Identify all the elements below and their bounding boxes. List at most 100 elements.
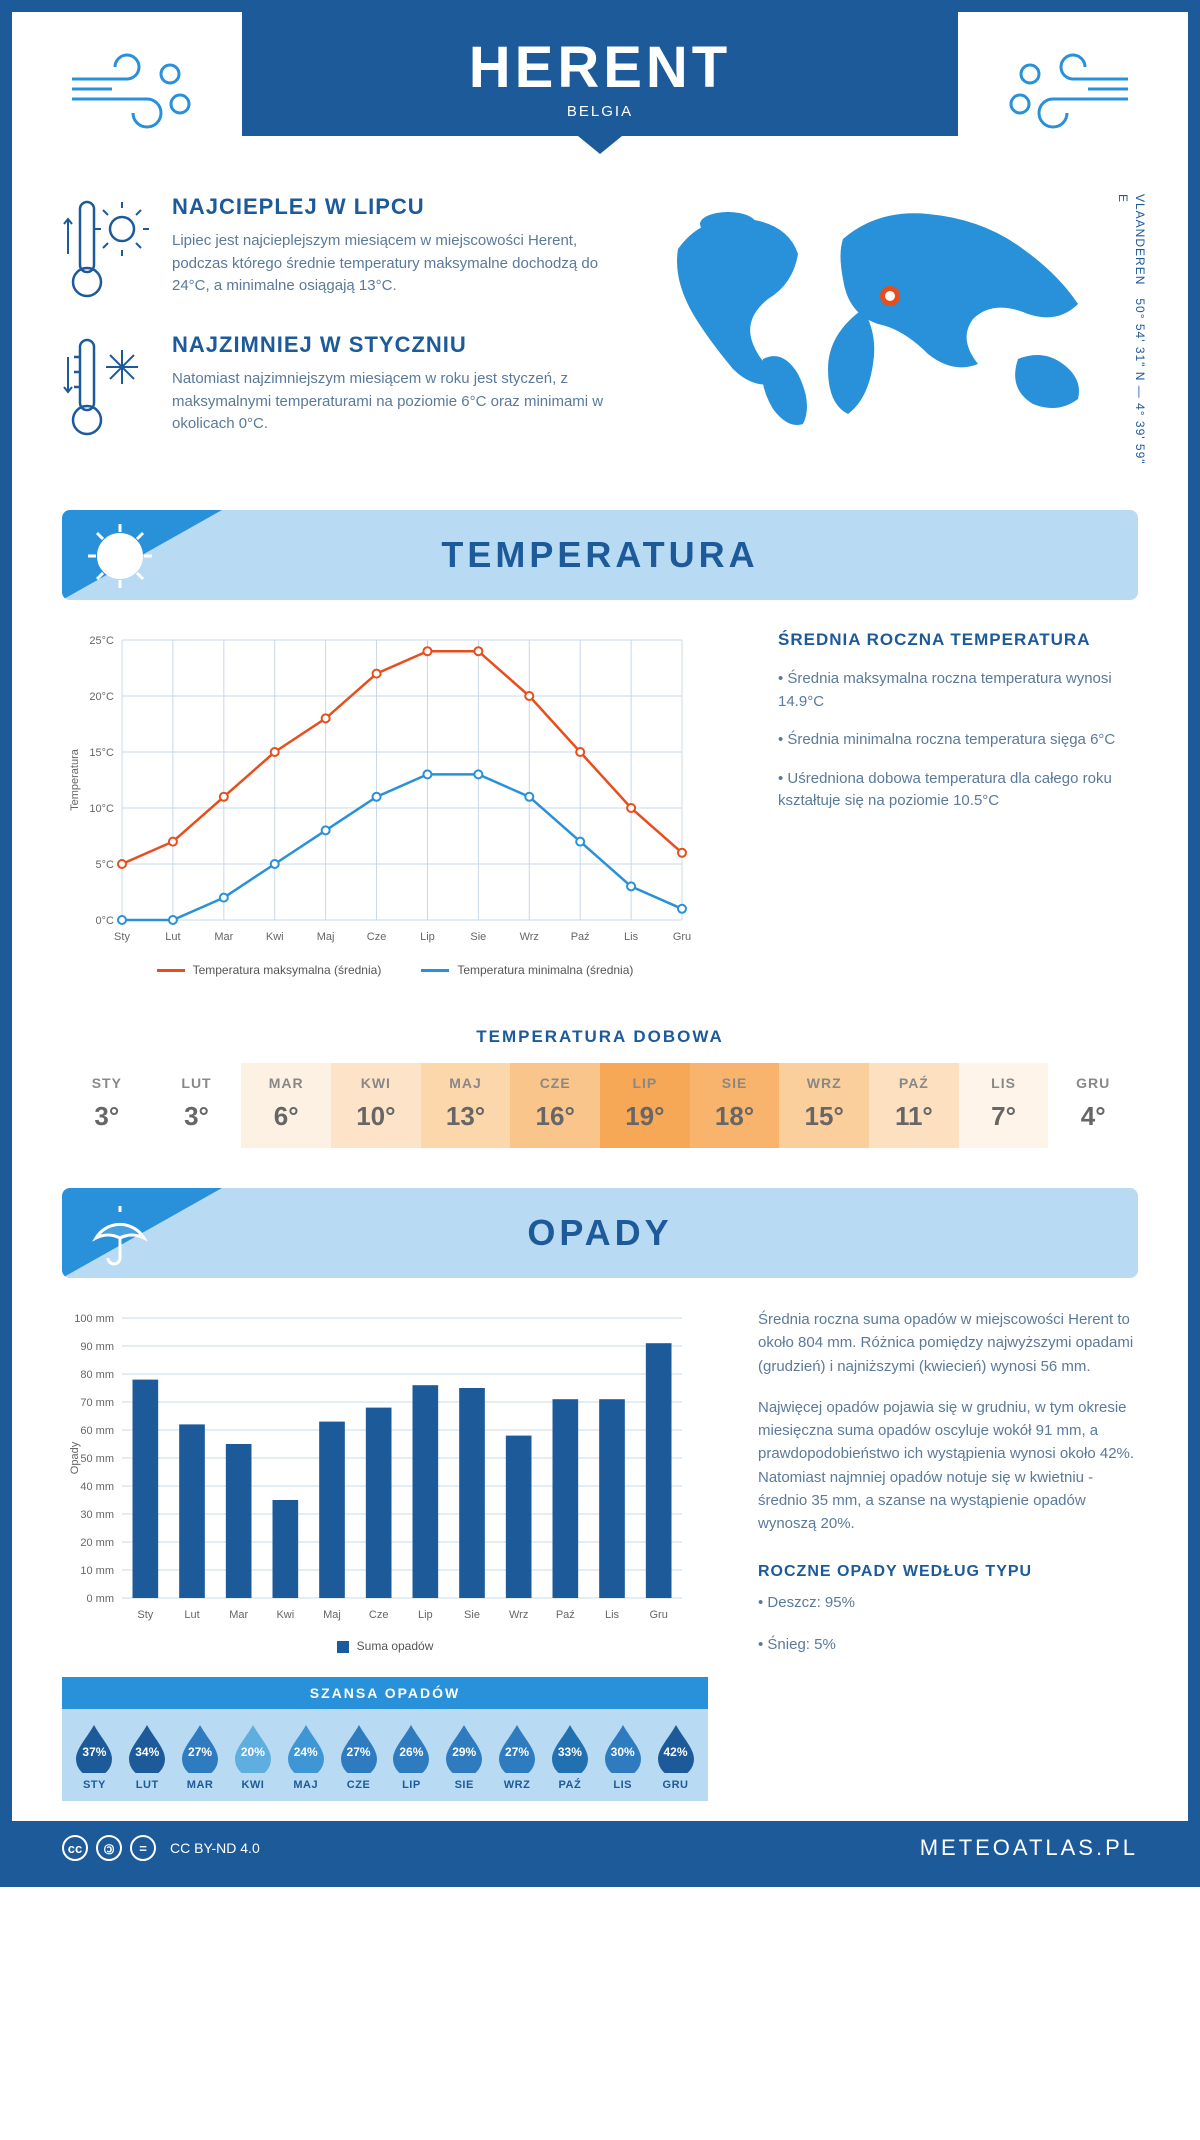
daily-temp-cell: MAR6° <box>241 1063 331 1148</box>
precipitation-aside: Średnia roczna suma opadów w miejscowośc… <box>758 1308 1138 1801</box>
svg-text:20 mm: 20 mm <box>80 1537 114 1549</box>
wind-icon-right <box>998 44 1138 144</box>
daily-temp-cell: KWI10° <box>331 1063 421 1148</box>
cc-icon: cc <box>62 1835 88 1861</box>
daily-temp-cell: MAJ13° <box>421 1063 511 1148</box>
precipitation-legend: Suma opadów <box>62 1639 708 1653</box>
svg-text:90 mm: 90 mm <box>80 1341 114 1353</box>
daily-temp-cell: LUT3° <box>152 1063 242 1148</box>
svg-text:Sty: Sty <box>114 931 130 943</box>
svg-text:50 mm: 50 mm <box>80 1453 114 1465</box>
svg-text:Paź: Paź <box>571 931 590 943</box>
svg-text:60 mm: 60 mm <box>80 1425 114 1437</box>
temperature-header: TEMPERATURA <box>62 510 1138 600</box>
daily-temp-cell: PAŹ11° <box>869 1063 959 1148</box>
warmest-fact: NAJCIEPLEJ W LIPCU Lipiec jest najcieple… <box>62 194 618 304</box>
daily-temp-cell: WRZ15° <box>779 1063 869 1148</box>
chance-cell: 26%LIP <box>385 1723 438 1791</box>
warmest-text: Lipiec jest najcieplejszym miesiącem w m… <box>172 230 618 298</box>
daily-temp-cell: SIE18° <box>690 1063 780 1148</box>
svg-text:Sie: Sie <box>464 1609 480 1621</box>
svg-text:Gru: Gru <box>649 1609 667 1621</box>
svg-text:Temperatura: Temperatura <box>69 748 81 811</box>
sun-icon <box>84 520 156 592</box>
coldest-fact: NAJZIMNIEJ W STYCZNIU Natomiast najzimni… <box>62 332 618 442</box>
chance-cell: 24%MAJ <box>279 1723 332 1791</box>
daily-temperature-table: TEMPERATURA DOBOWA STY3°LUT3°MAR6°KWI10°… <box>62 1027 1138 1148</box>
chance-cell: 37%STY <box>68 1723 121 1791</box>
svg-text:Sie: Sie <box>470 931 486 943</box>
cc-icons: cc 🄯 = <box>62 1835 156 1861</box>
svg-text:20°C: 20°C <box>89 691 114 703</box>
svg-text:Maj: Maj <box>317 931 335 943</box>
svg-text:Gru: Gru <box>673 931 691 943</box>
chance-cell: 33%PAŹ <box>543 1723 596 1791</box>
daily-temp-cell: GRU4° <box>1048 1063 1138 1148</box>
svg-text:Mar: Mar <box>229 1609 248 1621</box>
temperature-annual-aside: ŚREDNIA ROCZNA TEMPERATURA • Średnia mak… <box>778 630 1138 977</box>
by-icon: 🄯 <box>96 1835 122 1861</box>
footer: cc 🄯 = CC BY-ND 4.0 METEOATLAS.PL <box>12 1821 1188 1875</box>
chance-cell: 27%CZE <box>332 1723 385 1791</box>
svg-text:Lis: Lis <box>605 1609 620 1621</box>
chance-cell: 42%GRU <box>649 1723 702 1791</box>
svg-text:Lis: Lis <box>624 931 639 943</box>
precipitation-chance-table: SZANSA OPADÓW 37%STY34%LUT27%MAR20%KWI24… <box>62 1677 708 1801</box>
svg-text:80 mm: 80 mm <box>80 1369 114 1381</box>
temperature-legend: Temperatura maksymalna (średnia) Tempera… <box>62 963 728 977</box>
svg-text:Wrz: Wrz <box>520 931 539 943</box>
svg-text:0°C: 0°C <box>96 915 115 927</box>
intro-section: NAJCIEPLEJ W LIPCU Lipiec jest najcieple… <box>12 164 1188 500</box>
thermometer-hot-icon <box>62 194 152 304</box>
svg-text:Lip: Lip <box>418 1609 433 1621</box>
precipitation-title: OPADY <box>62 1212 1138 1254</box>
daily-temp-cell: LIP19° <box>600 1063 690 1148</box>
svg-text:Maj: Maj <box>323 1609 341 1621</box>
temperature-title: TEMPERATURA <box>62 534 1138 576</box>
svg-text:30 mm: 30 mm <box>80 1509 114 1521</box>
svg-text:0 mm: 0 mm <box>87 1593 115 1605</box>
svg-text:Mar: Mar <box>214 931 233 943</box>
svg-text:Wrz: Wrz <box>509 1609 528 1621</box>
chance-cell: 29%SIE <box>438 1723 491 1791</box>
svg-text:15°C: 15°C <box>89 747 114 759</box>
chance-cell: 34%LUT <box>121 1723 174 1791</box>
umbrella-icon <box>84 1198 156 1270</box>
coldest-text: Natomiast najzimniejszym miesiącem w rok… <box>172 368 618 436</box>
brand-label: METEOATLAS.PL <box>920 1835 1138 1861</box>
precipitation-header: OPADY <box>62 1188 1138 1278</box>
chance-cell: 30%LIS <box>596 1723 649 1791</box>
location-marker-icon <box>880 286 900 306</box>
precipitation-bar-chart: 0 mm10 mm20 mm30 mm40 mm50 mm60 mm70 mm8… <box>62 1308 708 1653</box>
world-map-icon <box>648 194 1108 434</box>
svg-text:40 mm: 40 mm <box>80 1481 114 1493</box>
daily-temp-cell: STY3° <box>62 1063 152 1148</box>
coldest-title: NAJZIMNIEJ W STYCZNIU <box>172 332 618 358</box>
svg-text:100 mm: 100 mm <box>74 1313 114 1325</box>
svg-text:Paź: Paź <box>556 1609 575 1621</box>
warmest-title: NAJCIEPLEJ W LIPCU <box>172 194 618 220</box>
svg-text:Sty: Sty <box>137 1609 153 1621</box>
coordinates: VLAANDEREN 50° 54' 31" N — 4° 39' 59" E <box>1114 194 1148 470</box>
chance-cell: 27%MAR <box>174 1723 227 1791</box>
daily-temp-cell: CZE16° <box>510 1063 600 1148</box>
header: HERENT BELGIA <box>12 12 1188 164</box>
svg-text:Lip: Lip <box>420 931 435 943</box>
license-text: CC BY-ND 4.0 <box>170 1840 260 1856</box>
temperature-line-chart: 0°C5°C10°C15°C20°C25°CStyLutMarKwiMajCze… <box>62 630 728 977</box>
nd-icon: = <box>130 1835 156 1861</box>
svg-text:Lut: Lut <box>184 1609 199 1621</box>
thermometer-cold-icon <box>62 332 152 442</box>
svg-text:Lut: Lut <box>165 931 180 943</box>
chance-cell: 27%WRZ <box>491 1723 544 1791</box>
svg-text:Kwi: Kwi <box>276 1609 294 1621</box>
world-map-block: VLAANDEREN 50° 54' 31" N — 4° 39' 59" E <box>648 194 1138 470</box>
svg-text:Opady: Opady <box>69 1441 81 1474</box>
svg-text:Cze: Cze <box>367 931 387 943</box>
country-label: BELGIA <box>242 103 958 120</box>
daily-temp-cell: LIS7° <box>959 1063 1049 1148</box>
city-title: HERENT <box>242 34 958 101</box>
svg-text:5°C: 5°C <box>96 859 115 871</box>
wind-icon-left <box>62 44 202 144</box>
svg-text:Cze: Cze <box>369 1609 389 1621</box>
